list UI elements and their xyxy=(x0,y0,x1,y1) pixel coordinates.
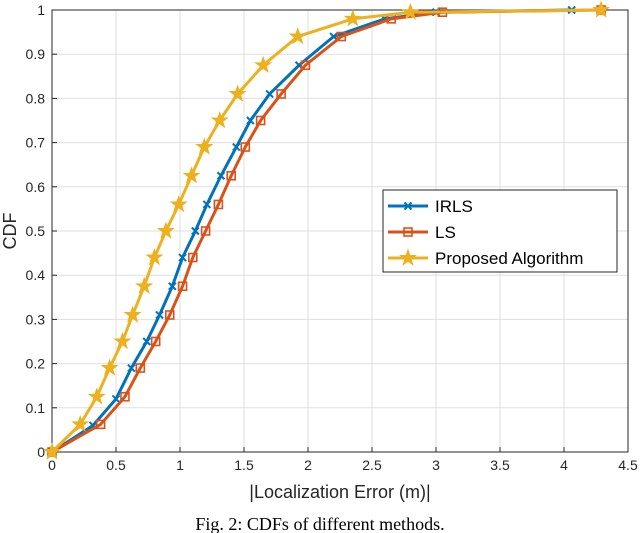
y-tick-label: 0.7 xyxy=(26,135,46,151)
x-tick-label: 2 xyxy=(304,457,312,473)
marker xyxy=(329,32,338,41)
legend-label: LS xyxy=(435,223,456,242)
marker xyxy=(113,331,132,350)
x-tick-label: 1 xyxy=(176,457,184,473)
x-tick-label: 3 xyxy=(432,457,440,473)
y-tick-label: 0.9 xyxy=(26,46,46,62)
x-tick-label: 0 xyxy=(48,457,56,473)
marker xyxy=(195,137,214,155)
y-tick-label: 0.1 xyxy=(26,400,46,416)
marker xyxy=(213,199,224,210)
x-tick-label: 2.5 xyxy=(362,457,382,473)
marker xyxy=(240,142,251,152)
marker xyxy=(100,358,119,376)
y-tick-label: 0.2 xyxy=(26,356,46,372)
marker xyxy=(42,442,62,460)
marker xyxy=(592,0,611,18)
marker xyxy=(145,247,164,266)
marker xyxy=(255,115,266,126)
caption: Fig. 2: CDFs of different methods. xyxy=(195,514,444,533)
marker xyxy=(164,310,175,320)
marker xyxy=(403,227,413,237)
marker xyxy=(177,281,188,292)
marker xyxy=(200,226,211,236)
legend-label: Proposed Algorithm xyxy=(435,249,583,268)
marker xyxy=(127,363,136,373)
marker xyxy=(288,26,307,45)
marker xyxy=(226,170,236,181)
marker xyxy=(265,89,274,99)
y-tick-label: 0.8 xyxy=(26,90,46,106)
marker xyxy=(71,414,90,433)
marker xyxy=(95,419,106,430)
marker xyxy=(135,363,146,373)
marker xyxy=(155,310,164,320)
marker xyxy=(216,171,226,180)
marker xyxy=(336,31,347,42)
x-tick-label: 3.5 xyxy=(490,457,510,473)
marker xyxy=(210,110,229,129)
marker xyxy=(123,305,142,323)
marker xyxy=(178,253,187,262)
marker xyxy=(254,55,273,73)
x-tick-label: 4.5 xyxy=(618,457,638,473)
marker xyxy=(191,226,200,236)
marker xyxy=(343,9,362,27)
marker xyxy=(276,89,286,99)
y-tick-label: 0.5 xyxy=(26,223,46,239)
y-tick-label: 0.6 xyxy=(26,179,46,195)
y-tick-label: 0.3 xyxy=(26,311,46,327)
x-tick-label: 1.5 xyxy=(234,457,254,473)
marker xyxy=(169,194,188,213)
y-axis-label: CDF xyxy=(0,213,20,250)
x-axis-label: |Localization Error (m)| xyxy=(249,482,430,502)
marker xyxy=(142,337,151,346)
marker xyxy=(401,2,420,20)
axes-box xyxy=(51,9,629,453)
y-tick-label: 0.4 xyxy=(26,267,46,283)
marker xyxy=(87,387,106,405)
x-tick-label: 0.5 xyxy=(106,457,126,473)
marker xyxy=(120,391,130,402)
marker xyxy=(228,84,247,102)
marker xyxy=(156,221,175,239)
marker xyxy=(232,142,241,152)
marker xyxy=(188,252,198,263)
marker xyxy=(246,116,255,125)
marker xyxy=(150,336,161,347)
marker xyxy=(398,248,418,266)
legend-label: IRLS xyxy=(435,197,473,216)
marker xyxy=(300,60,311,71)
marker xyxy=(182,166,201,184)
marker xyxy=(135,276,154,294)
x-tick-label: 4 xyxy=(560,457,568,473)
y-tick-label: 0 xyxy=(37,444,45,460)
marker xyxy=(168,282,177,291)
y-tick-label: 1 xyxy=(37,2,45,18)
marker xyxy=(111,394,121,404)
series-line xyxy=(51,8,602,454)
marker xyxy=(202,200,212,209)
marker xyxy=(403,201,413,211)
